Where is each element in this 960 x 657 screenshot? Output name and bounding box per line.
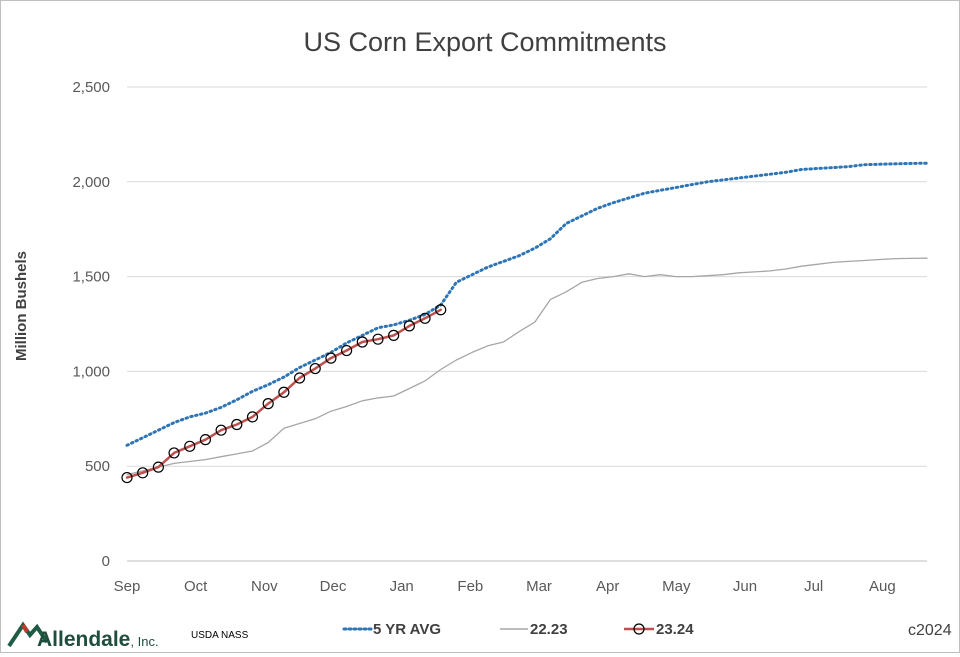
series-point-2	[152, 461, 164, 473]
series-point-2	[341, 344, 353, 357]
series-point-2	[293, 372, 306, 384]
legend-item-22-23: 22.23	[500, 621, 568, 638]
y-tick-label: 1,500	[72, 269, 110, 286]
x-tick-label: Jul	[804, 578, 823, 595]
y-axis: 0 500 1,000 1,500 2,000 2,500	[72, 79, 110, 570]
x-tick-label: May	[662, 578, 691, 595]
brand-suffix: , Inc.	[130, 634, 158, 649]
series-point-2	[435, 304, 447, 316]
series-point-2	[388, 329, 400, 341]
source-label: USDA NASS	[191, 630, 249, 641]
series-line-0	[125, 161, 929, 447]
y-axis-label: Million Bushels	[13, 251, 30, 361]
x-tick-label: Feb	[457, 578, 483, 595]
series-point-2	[403, 320, 415, 332]
x-tick-label: Nov	[251, 578, 278, 595]
brand-logo: Allendale, Inc.	[7, 621, 159, 651]
series-point-2	[309, 362, 321, 375]
legend-label-22-23: 22.23	[530, 621, 568, 638]
y-tick-label: 500	[85, 458, 110, 475]
y-tick-label: 2,500	[72, 79, 110, 96]
x-tick-label: Apr	[596, 578, 619, 595]
y-tick-label: 0	[102, 553, 110, 570]
legend-item-5yr-avg: 5 YR AVG	[342, 621, 441, 638]
x-tick-label: Dec	[320, 578, 347, 595]
logo-accent-icon	[21, 624, 29, 633]
series-point-2	[215, 424, 227, 436]
series-point-2	[325, 352, 337, 364]
legend-label-5yr-avg: 5 YR AVG	[373, 621, 441, 638]
series-point-2	[246, 411, 259, 423]
x-tick-label: Oct	[184, 578, 208, 595]
series-point-2	[121, 471, 133, 484]
legend-item-23-24: 23.24	[624, 621, 694, 638]
series-point-2	[231, 418, 243, 431]
series-point-2	[137, 467, 149, 479]
x-tick-label: Jun	[733, 578, 757, 595]
series-point-2	[168, 447, 180, 459]
copyright-label: c2024	[908, 622, 952, 639]
series-point-2	[184, 440, 196, 452]
series-point-2	[419, 312, 431, 324]
series-point-2	[372, 333, 384, 345]
legend-marker-23-24	[633, 623, 645, 635]
gridlines	[127, 86, 927, 467]
legend-label-23-24: 23.24	[656, 621, 694, 638]
brand-name: Allendale	[37, 628, 130, 651]
logo-mark-icon	[7, 621, 49, 648]
x-tick-label: Mar	[526, 578, 552, 595]
series-point-2	[356, 336, 368, 348]
legend: 5 YR AVG 22.23 23.24	[342, 621, 694, 638]
x-tick-label: Aug	[869, 578, 896, 595]
chart-title: US Corn Export Commitments	[303, 27, 666, 57]
series-line-2	[125, 308, 442, 479]
x-tick-label: Jan	[390, 578, 414, 595]
x-axis: Sep Oct Nov Dec Jan Feb Mar Apr May Jun Jul Aug	[114, 560, 927, 595]
brand-wordmark: Allendale, Inc.	[37, 628, 159, 651]
series-point-2	[278, 386, 290, 398]
series-group	[121, 161, 929, 484]
series-line-1	[126, 257, 928, 476]
x-tick-label: Sep	[114, 578, 141, 595]
series-point-2	[262, 398, 274, 410]
y-tick-label: 2,000	[72, 174, 110, 191]
series-point-2	[199, 434, 212, 446]
y-tick-label: 1,000	[72, 363, 110, 380]
